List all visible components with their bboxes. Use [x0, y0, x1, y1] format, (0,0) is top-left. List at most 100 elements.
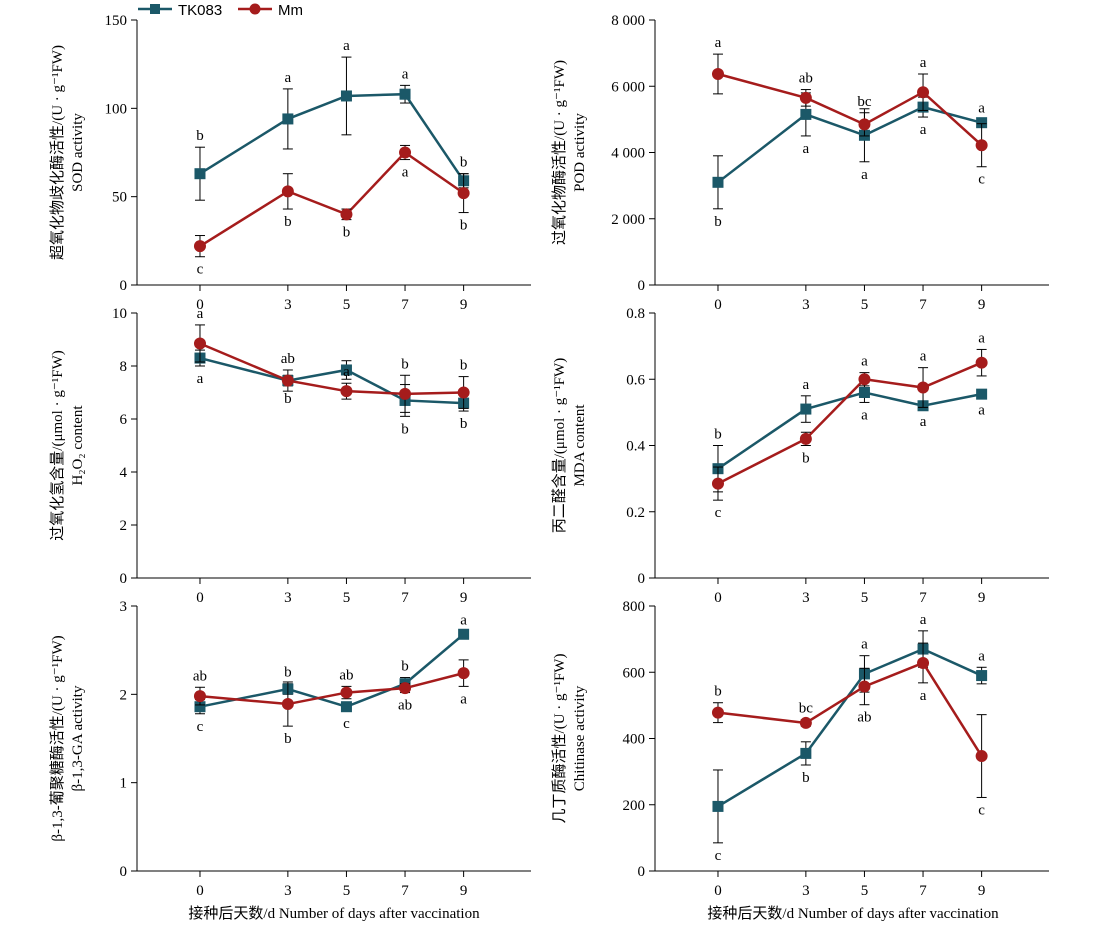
significance-letter: a: [402, 66, 409, 82]
x-tick-label: 5: [343, 590, 351, 606]
panel-pod: 0 2 000 4 000 6 000 8 000 0 3 5 7 9 过氧化物酶活性/(U · g…: [551, 13, 1049, 313]
y-tick-label: 2 000: [611, 212, 645, 228]
data-point-circle: [193, 690, 206, 703]
significance-letter: b: [284, 665, 292, 681]
data-point-circle: [457, 667, 470, 680]
data-point-square: [800, 747, 812, 759]
data-point-square: [712, 176, 724, 188]
data-point-circle: [858, 373, 871, 386]
significance-letter: ab: [398, 698, 412, 714]
significance-letter: a: [920, 122, 927, 138]
significance-letter: b: [284, 731, 292, 747]
y-tick-label: 200: [623, 798, 646, 814]
significance-letter: c: [197, 262, 204, 278]
series-line: [717, 72, 983, 147]
data-point-circle: [457, 386, 470, 399]
significance-letter: b: [802, 451, 810, 467]
data-point-square: [340, 364, 352, 376]
legend-marker-square: [150, 4, 160, 14]
significance-letter: a: [978, 330, 985, 346]
legend-entry-mm: Mm: [238, 2, 303, 19]
data-point-circle: [711, 706, 724, 719]
series-tk083: c b a a a: [712, 612, 988, 864]
y-axis-title: 丙二醛含量/(μmol · g⁻¹FW): [551, 358, 568, 533]
y-tick-label: 600: [623, 665, 646, 681]
x-tick-label: 9: [460, 590, 468, 606]
data-point-circle: [799, 91, 812, 104]
x-tick-label: 0: [714, 297, 722, 313]
y-tick-label: 6: [120, 412, 128, 428]
significance-letter: bc: [799, 701, 814, 717]
series-line: [717, 661, 983, 757]
y-axis-title: SOD activity: [70, 113, 86, 192]
y-tick-label: 1: [120, 776, 128, 792]
x-tick-label: 5: [861, 297, 869, 313]
y-tick-label: 0.8: [626, 306, 645, 322]
data-point-circle: [917, 381, 930, 394]
series-mm: a ab bc a c: [711, 35, 988, 188]
y-tick-label: 4: [120, 465, 128, 481]
x-tick-label: 9: [460, 883, 468, 899]
series-mm: c b a a a: [711, 330, 988, 521]
significance-letter: bc: [857, 94, 872, 110]
x-axis-title-left: 接种后天数/d Number of days after vaccination: [188, 905, 480, 922]
y-tick-label: 8 000: [611, 13, 645, 29]
significance-letter: a: [978, 402, 985, 418]
y-tick-label: 2: [120, 687, 128, 703]
data-point-circle: [281, 374, 294, 387]
y-axis-title: MDA content: [572, 404, 588, 487]
x-tick-label: 7: [401, 590, 409, 606]
significance-letter: ab: [799, 71, 813, 87]
x-tick-label: 5: [343, 883, 351, 899]
significance-letter: a: [715, 35, 722, 51]
data-point-circle: [858, 680, 871, 693]
data-point-square: [976, 670, 988, 682]
significance-letter: b: [460, 416, 468, 432]
panel-sod: 0 50 100 150 0 3 5 7 9 超氧化物歧化酶活性/(U · g⁻¹FW) SOD a…: [49, 13, 531, 313]
data-point-circle: [917, 656, 930, 669]
x-tick-label: 3: [284, 883, 292, 899]
data-point-circle: [193, 337, 206, 350]
significance-letter: b: [714, 684, 722, 700]
series-mm: ab b ab ab a: [193, 659, 470, 747]
x-tick-label: 5: [343, 297, 351, 313]
significance-letter: a: [460, 691, 467, 707]
y-tick-label: 400: [623, 732, 646, 748]
x-tick-label: 3: [284, 590, 292, 606]
data-point-circle: [711, 477, 724, 490]
data-point-circle: [975, 139, 988, 152]
series-line: [717, 361, 983, 485]
significance-letter: b: [401, 659, 409, 675]
significance-letter: a: [402, 165, 409, 181]
significance-letter: a: [861, 354, 868, 370]
data-point-circle: [340, 385, 353, 398]
significance-letter: a: [920, 55, 927, 71]
data-point-square: [194, 168, 206, 180]
legend: TK083 Mm: [138, 2, 303, 19]
data-point-square: [194, 701, 206, 713]
data-point-square: [858, 387, 870, 398]
x-tick-label: 5: [861, 883, 869, 899]
data-point-square: [976, 388, 988, 400]
data-point-circle: [399, 682, 412, 695]
y-tick-label: 100: [105, 101, 128, 117]
significance-letter: ab: [339, 667, 353, 683]
series-mm: c b b a b: [193, 144, 470, 278]
significance-letter: a: [803, 377, 810, 393]
data-point-circle: [457, 187, 470, 200]
x-tick-label: 3: [284, 297, 292, 313]
significance-letter: a: [343, 38, 350, 54]
data-point-square: [800, 108, 812, 120]
y-axis-title: POD activity: [572, 113, 588, 192]
y-axis-title: β-1,3-葡聚糖酶活性/(U · g⁻¹FW): [49, 635, 66, 841]
significance-letter: a: [285, 70, 292, 86]
significance-letter: c: [978, 172, 985, 188]
x-tick-label: 3: [802, 297, 810, 313]
data-point-circle: [340, 686, 353, 699]
panel-ga: 0 1 2 3 0 3 5 7 9 β-1,3-葡聚糖酶活性/(U · g⁻¹FW) β-1,3-G…: [49, 599, 531, 899]
data-point-square: [800, 403, 812, 415]
data-point-square: [340, 701, 352, 713]
x-tick-label: 9: [460, 297, 468, 313]
significance-letter: b: [343, 225, 351, 241]
panel-h2o2: 0 2 4 6 8 10 0 3 5 7 9 过氧化氢含量/(μmol · g⁻¹FW) H₂O₂ co…: [49, 306, 531, 606]
